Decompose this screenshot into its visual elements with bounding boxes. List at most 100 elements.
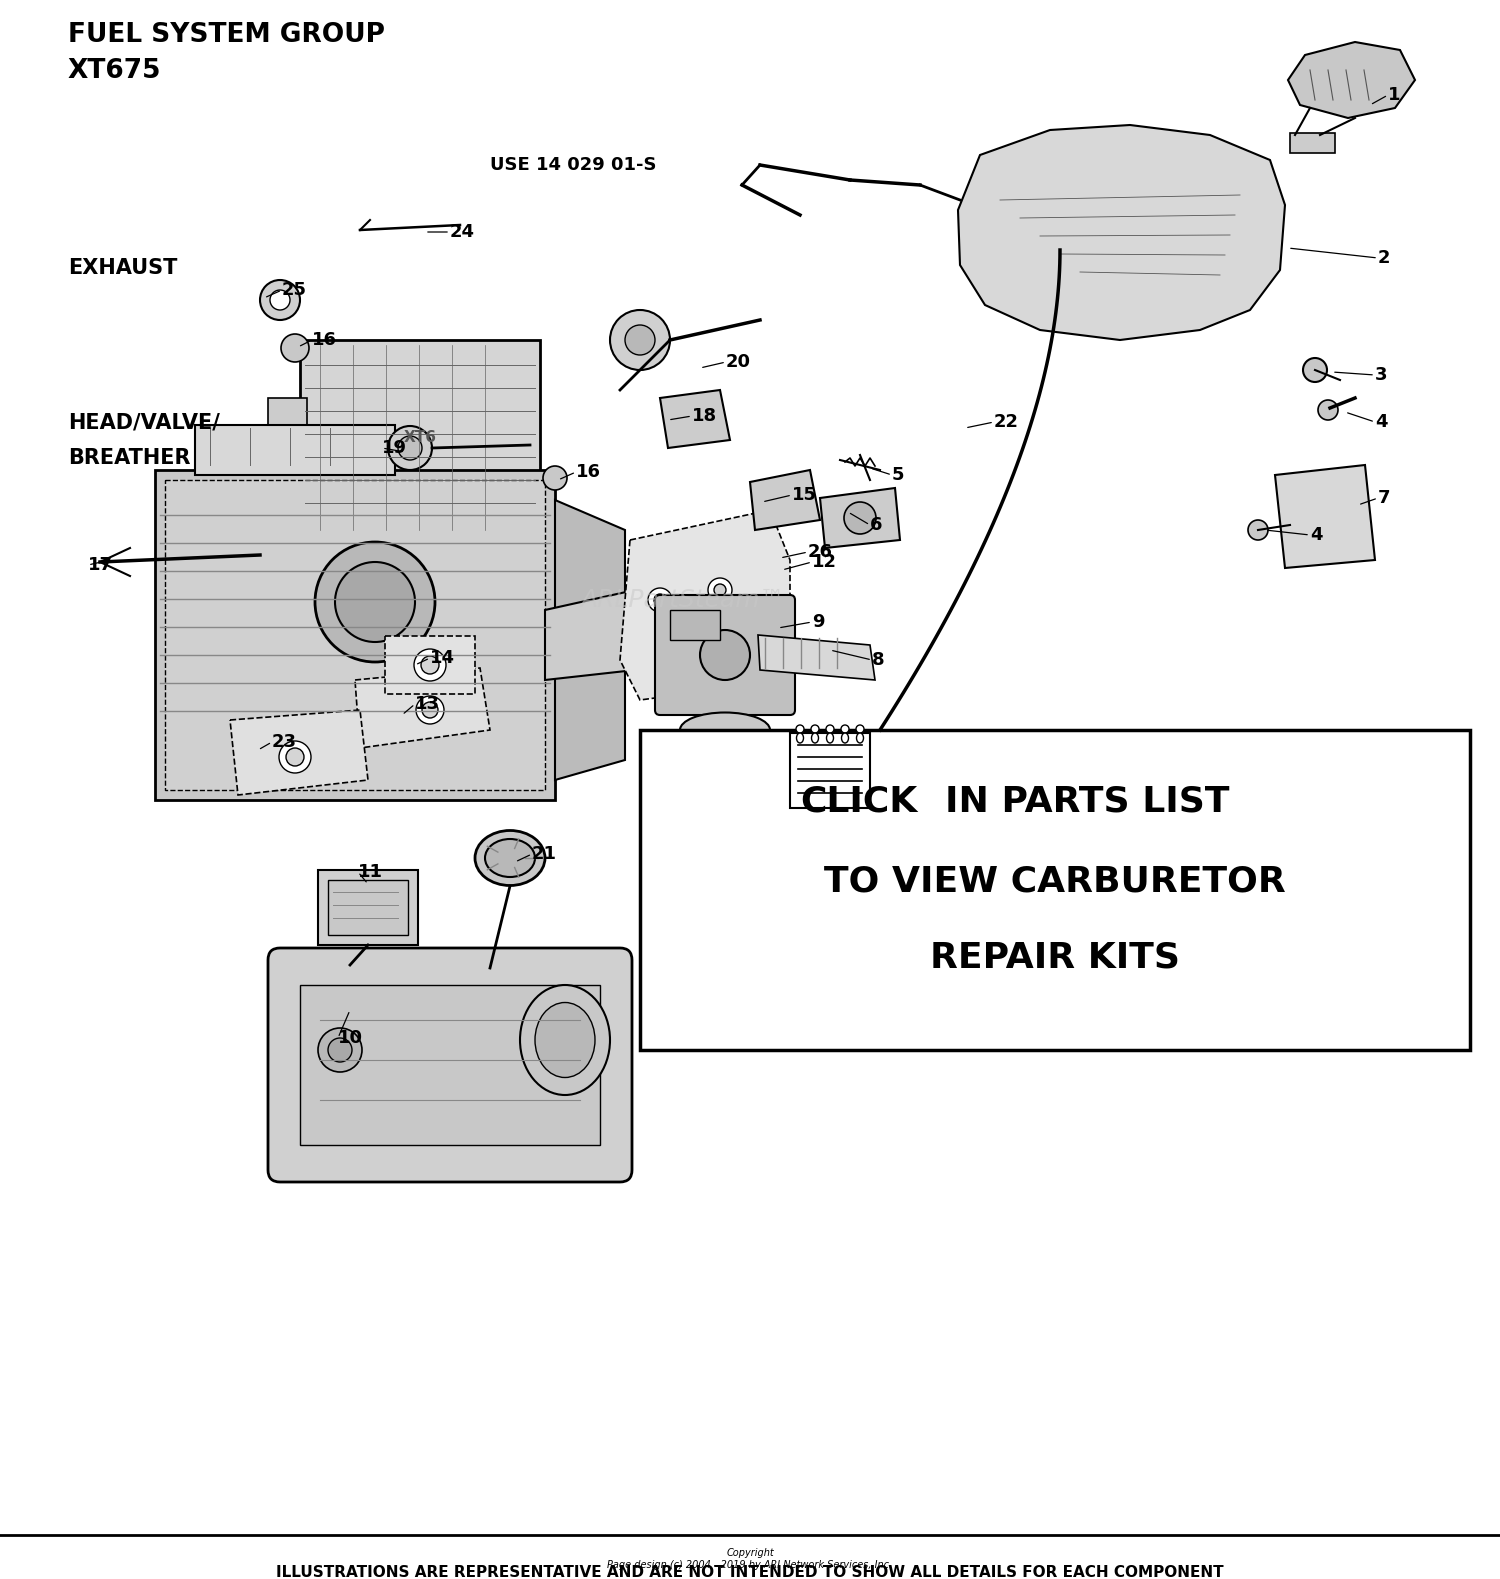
Circle shape [260, 279, 300, 321]
Text: 13: 13 [416, 695, 440, 714]
Polygon shape [750, 471, 820, 531]
FancyBboxPatch shape [268, 398, 308, 452]
Ellipse shape [827, 725, 834, 733]
Text: IN PARTS LIST: IN PARTS LIST [945, 785, 1230, 820]
Polygon shape [1288, 43, 1414, 118]
FancyBboxPatch shape [656, 595, 795, 715]
Circle shape [668, 638, 692, 662]
Text: XT6: XT6 [404, 429, 436, 445]
Text: 10: 10 [338, 1030, 363, 1047]
Circle shape [334, 562, 416, 643]
FancyBboxPatch shape [268, 947, 632, 1183]
Circle shape [318, 1028, 362, 1072]
Polygon shape [356, 668, 490, 748]
Text: 4: 4 [1376, 414, 1388, 431]
Circle shape [280, 335, 309, 362]
Circle shape [398, 436, 422, 459]
Bar [300, 339, 540, 535]
Circle shape [708, 578, 732, 602]
Text: TO VIEW CARBURETOR: TO VIEW CARBURETOR [824, 865, 1286, 898]
Circle shape [328, 1037, 352, 1063]
Bar [640, 729, 1470, 1050]
Circle shape [543, 466, 567, 489]
Ellipse shape [856, 725, 864, 733]
Circle shape [1248, 519, 1268, 540]
Text: 21: 21 [532, 845, 556, 864]
Text: ARLPartSteam™: ARLPartSteam™ [580, 587, 784, 613]
Circle shape [1318, 399, 1338, 420]
Polygon shape [230, 711, 368, 794]
Circle shape [714, 584, 726, 595]
Ellipse shape [476, 831, 544, 886]
Text: XT675: XT675 [68, 58, 162, 84]
Text: Copyright
Page design (c) 2004 - 2019 by ARI Network Services, Inc.: Copyright Page design (c) 2004 - 2019 by… [608, 1547, 892, 1570]
Bar [790, 733, 870, 808]
Ellipse shape [827, 733, 834, 744]
Polygon shape [958, 125, 1286, 339]
Circle shape [674, 644, 686, 655]
Polygon shape [758, 635, 874, 681]
Circle shape [700, 630, 750, 681]
Text: 4: 4 [1310, 526, 1323, 545]
Bar [318, 870, 419, 944]
Ellipse shape [520, 985, 610, 1094]
Bar [328, 880, 408, 935]
Circle shape [315, 542, 435, 662]
Ellipse shape [842, 725, 849, 733]
Bar [195, 425, 394, 475]
Text: 19: 19 [382, 439, 406, 456]
Text: 8: 8 [871, 651, 885, 669]
Text: FUEL SYSTEM GROUP: FUEL SYSTEM GROUP [68, 22, 386, 47]
Bar [670, 609, 720, 639]
Text: 20: 20 [726, 354, 752, 371]
Text: 16: 16 [312, 332, 338, 349]
Circle shape [626, 325, 656, 355]
Text: 12: 12 [812, 553, 837, 572]
Ellipse shape [680, 712, 770, 747]
Bar [1290, 133, 1335, 153]
Circle shape [416, 696, 444, 725]
Ellipse shape [796, 733, 804, 744]
Ellipse shape [536, 1003, 596, 1077]
Circle shape [388, 426, 432, 471]
Polygon shape [555, 501, 626, 780]
Text: 15: 15 [792, 486, 818, 504]
Text: HEAD/VALVE/: HEAD/VALVE/ [68, 412, 220, 433]
Text: 26: 26 [808, 543, 832, 561]
Ellipse shape [812, 733, 819, 744]
Circle shape [422, 655, 440, 674]
Text: 3: 3 [1376, 366, 1388, 384]
Text: 11: 11 [358, 864, 382, 881]
Polygon shape [544, 591, 634, 681]
Text: 7: 7 [1378, 489, 1390, 507]
Text: 1: 1 [1388, 85, 1401, 104]
Circle shape [279, 741, 310, 774]
Circle shape [844, 502, 876, 534]
Text: USE 14 029 01-S: USE 14 029 01-S [490, 156, 657, 174]
Text: 22: 22 [994, 414, 1018, 431]
Text: CLICK: CLICK [800, 785, 916, 820]
Ellipse shape [484, 838, 536, 876]
Circle shape [648, 587, 672, 613]
Text: 23: 23 [272, 733, 297, 752]
Ellipse shape [856, 733, 864, 744]
Circle shape [654, 594, 666, 606]
Text: 25: 25 [282, 281, 308, 298]
Circle shape [414, 649, 446, 681]
Bar [300, 985, 600, 1145]
Ellipse shape [842, 733, 849, 744]
Circle shape [286, 748, 304, 766]
Circle shape [1304, 358, 1328, 382]
Text: 2: 2 [1378, 249, 1390, 267]
Text: 5: 5 [892, 466, 904, 485]
Text: 6: 6 [870, 516, 882, 534]
Text: 14: 14 [430, 649, 454, 666]
Text: 24: 24 [450, 223, 476, 242]
Bar [154, 471, 555, 801]
Circle shape [270, 291, 290, 309]
Ellipse shape [812, 725, 819, 733]
Circle shape [610, 309, 670, 369]
Text: 17: 17 [88, 556, 112, 575]
Circle shape [422, 703, 438, 718]
Ellipse shape [796, 725, 804, 733]
